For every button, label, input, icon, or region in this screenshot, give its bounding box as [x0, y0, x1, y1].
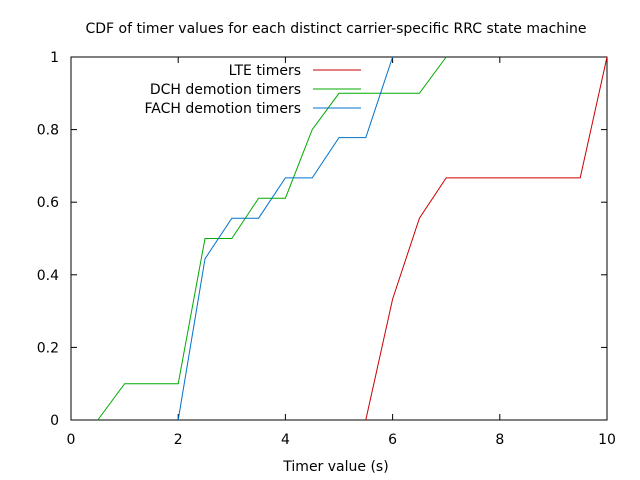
x-tick-label: 6: [388, 432, 397, 448]
y-tick-label: 0: [50, 413, 59, 429]
chart-title: CDF of timer values for each distinct ca…: [85, 21, 586, 37]
y-tick-label: 0.4: [37, 268, 59, 284]
y-tick-label: 1: [50, 50, 59, 66]
y-tick-label: 0.2: [37, 340, 59, 356]
series-line-3: [177, 56, 394, 421]
legend-label: LTE timers: [229, 63, 301, 79]
x-tick-label: 2: [174, 432, 183, 448]
legend: LTE timers DCH demotion timers FACH demoti…: [144, 63, 361, 117]
x-axis-label: Timer value (s): [282, 459, 388, 475]
x-tick-label: 4: [281, 432, 290, 448]
x-tick-label: 0: [67, 432, 76, 448]
y-tick-label: 0.8: [37, 123, 59, 139]
plot-frame: [70, 56, 608, 421]
series-line-2: [97, 56, 447, 421]
x-tick-label: 8: [495, 432, 504, 448]
y-tick-label: 0.6: [37, 195, 59, 211]
legend-label: DCH demotion timers: [150, 82, 301, 98]
x-tick-label: 10: [598, 432, 616, 448]
axis-ticks: 0 2 4 6 8 10 0 0.2 0.4 0.6 0.8 1: [37, 50, 616, 448]
series-line-1: [365, 56, 608, 421]
legend-label: FACH demotion timers: [144, 101, 301, 117]
series-lines: [97, 56, 608, 421]
